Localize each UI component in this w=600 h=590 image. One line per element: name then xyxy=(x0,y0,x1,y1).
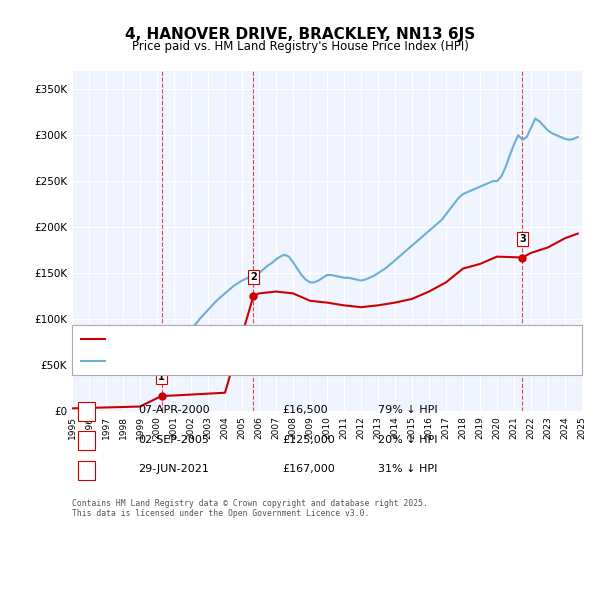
Text: 20% ↓ HPI: 20% ↓ HPI xyxy=(378,435,437,444)
Text: 31% ↓ HPI: 31% ↓ HPI xyxy=(378,464,437,474)
Text: HPI: Average price, semi-detached house, West Northamptonshire: HPI: Average price, semi-detached house,… xyxy=(111,356,411,365)
Text: £16,500: £16,500 xyxy=(282,405,328,415)
Text: 79% ↓ HPI: 79% ↓ HPI xyxy=(378,405,437,415)
Text: 2: 2 xyxy=(250,273,257,283)
Text: 3: 3 xyxy=(83,464,90,474)
Text: 02-SEP-2005: 02-SEP-2005 xyxy=(138,435,209,444)
Text: 1: 1 xyxy=(158,372,165,382)
Text: 1: 1 xyxy=(83,405,90,415)
Text: 4, HANOVER DRIVE, BRACKLEY, NN13 6JS (semi-detached house): 4, HANOVER DRIVE, BRACKLEY, NN13 6JS (se… xyxy=(111,334,404,343)
Text: £125,000: £125,000 xyxy=(282,435,335,444)
Text: Price paid vs. HM Land Registry's House Price Index (HPI): Price paid vs. HM Land Registry's House … xyxy=(131,40,469,53)
Text: Contains HM Land Registry data © Crown copyright and database right 2025.
This d: Contains HM Land Registry data © Crown c… xyxy=(72,499,428,518)
Text: 07-APR-2000: 07-APR-2000 xyxy=(138,405,209,415)
Text: 3: 3 xyxy=(519,234,526,244)
Text: 4, HANOVER DRIVE, BRACKLEY, NN13 6JS: 4, HANOVER DRIVE, BRACKLEY, NN13 6JS xyxy=(125,27,475,41)
Text: 2: 2 xyxy=(83,435,90,444)
Text: 29-JUN-2021: 29-JUN-2021 xyxy=(138,464,209,474)
Text: £167,000: £167,000 xyxy=(282,464,335,474)
